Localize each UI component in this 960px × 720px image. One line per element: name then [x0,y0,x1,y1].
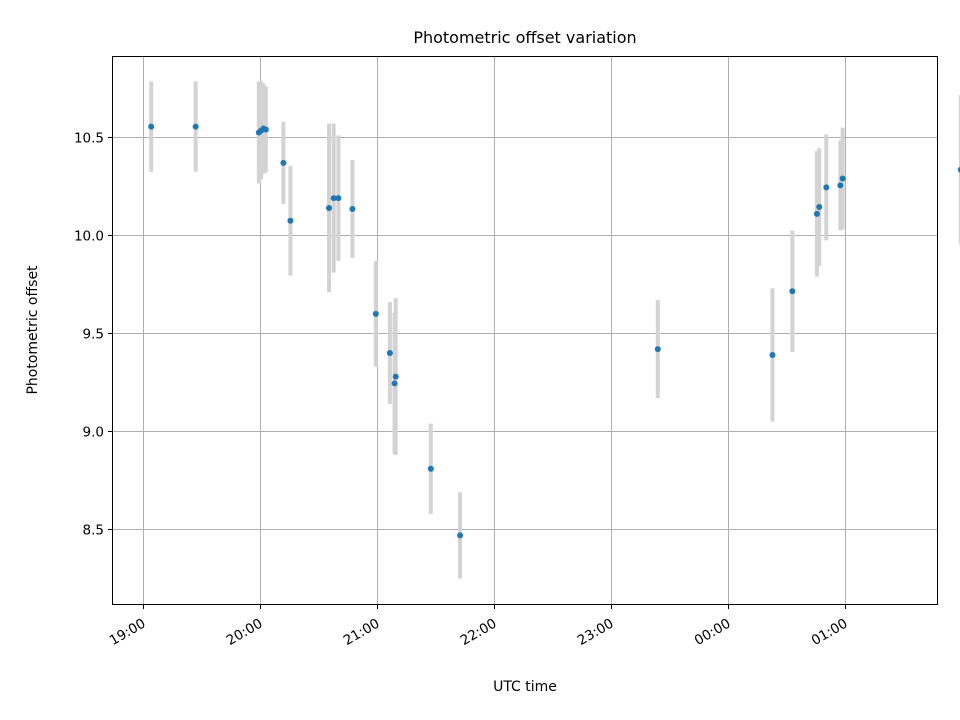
data-point [148,123,155,130]
data-point [816,203,823,210]
data-point [335,195,342,202]
data-point [837,182,844,189]
y-tick-label: 8.5 [83,523,104,539]
y-tick-label: 10.5 [74,131,104,147]
data-point [330,195,337,202]
data-point [839,175,846,182]
data-point [262,126,269,133]
data-point [280,159,287,166]
plot-area-frame [112,56,938,605]
data-point [392,373,399,380]
data-point [192,123,199,130]
data-point [769,352,776,359]
x-axis-label: UTC time [493,679,557,695]
y-axis-ticks: 8.5 9.0 9.5 10.0 10.5 [74,131,113,539]
data-point [372,310,379,317]
y-axis-label: Photometric offset [25,265,41,395]
data-point [957,166,960,173]
data-point [823,184,830,191]
data-point [349,205,356,212]
data-point [654,346,661,353]
data-point [391,380,398,387]
data-point [457,532,464,539]
data-point [287,217,294,224]
chart-title: Photometric offset variation [413,28,636,47]
data-point [386,350,393,357]
data-point [326,204,333,211]
y-tick-label: 10.0 [74,229,104,245]
data-point [789,288,796,295]
y-tick-label: 9.5 [83,327,104,343]
data-point [813,210,820,217]
data-points [148,123,960,539]
data-point [427,465,434,472]
y-tick-label: 9.0 [83,425,104,441]
